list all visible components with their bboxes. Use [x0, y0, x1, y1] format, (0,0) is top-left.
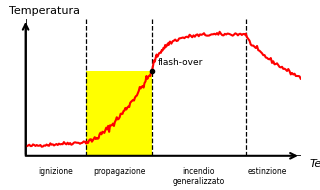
- Text: incendio
generalizzato: incendio generalizzato: [173, 167, 225, 186]
- Bar: [86, 71, 152, 156]
- Text: Tempo: Tempo: [309, 159, 320, 169]
- Text: estinzione: estinzione: [248, 167, 287, 176]
- Text: ignizione: ignizione: [38, 167, 73, 176]
- Text: Temperatura: Temperatura: [9, 6, 80, 16]
- Text: propagazione: propagazione: [93, 167, 145, 176]
- Text: flash-over: flash-over: [158, 58, 203, 67]
